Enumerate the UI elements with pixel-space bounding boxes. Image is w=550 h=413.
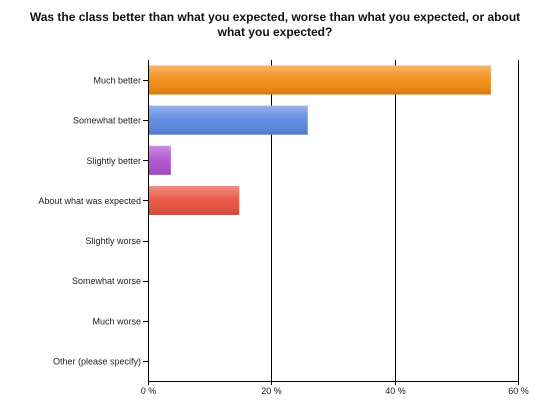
category-label-6: Much worse	[92, 316, 141, 326]
x-tick-label-20: 20 %	[261, 386, 282, 396]
bar-shine-3	[148, 185, 240, 215]
category-label-1: Somewhat better	[73, 116, 141, 126]
bar-0	[148, 65, 491, 95]
category-label-2: Slightly better	[86, 156, 141, 166]
category-label-7: Other (please specify)	[53, 356, 141, 366]
x-tick-label-0: 0 %	[141, 386, 157, 396]
bar-shine-1	[148, 105, 308, 135]
bars	[148, 65, 491, 215]
chart-title-line-1: Was the class better than what you expec…	[29, 10, 521, 24]
chart-title-line-2: what you expected?	[217, 25, 333, 39]
category-labels: Much better Somewhat better Slightly bette…	[38, 76, 141, 367]
grid-lines	[271, 60, 519, 381]
category-label-4: Slightly worse	[85, 236, 141, 246]
bar-shine-0	[148, 65, 491, 95]
bar-2	[148, 145, 171, 175]
axes	[143, 60, 519, 385]
category-label-0: Much better	[93, 76, 141, 86]
category-label-5: Somewhat worse	[72, 276, 141, 286]
bar-1	[148, 105, 308, 135]
x-tick-labels: 0 % 20 % 40 % 60 %	[141, 386, 529, 396]
bar-shine-2	[148, 145, 171, 175]
chart-title: Was the class better than what you expec…	[0, 10, 550, 40]
category-label-3: About what was expected	[38, 196, 141, 206]
bar-3	[148, 185, 240, 215]
x-tick-label-60: 60 %	[508, 386, 529, 396]
x-tick-label-40: 40 %	[385, 386, 406, 396]
